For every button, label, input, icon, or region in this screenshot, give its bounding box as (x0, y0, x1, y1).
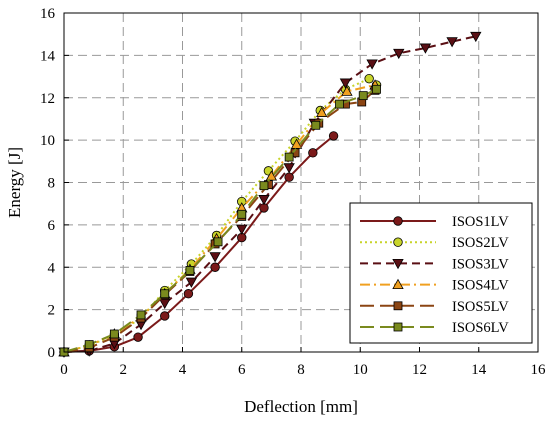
x-axis-title: Deflection [mm] (244, 397, 358, 416)
legend-marker (393, 237, 403, 247)
data-point (364, 73, 374, 84)
data-point (393, 48, 405, 60)
x-tick-label: 10 (353, 362, 368, 378)
y-tick-label: 0 (48, 345, 56, 361)
data-point (470, 31, 482, 43)
legend-label: ISOS5LV (452, 299, 509, 315)
data-point (183, 289, 194, 299)
legend-label: ISOS1LV (452, 214, 509, 230)
data-point (109, 329, 119, 339)
x-tick-label: 0 (60, 362, 68, 378)
legend-box (349, 202, 533, 344)
legend-label: ISOS6LV (452, 320, 509, 336)
data-point (283, 163, 295, 174)
data-point (284, 152, 294, 162)
data-point (290, 138, 303, 149)
y-tick-label: 14 (40, 48, 56, 64)
data-point (419, 43, 432, 54)
legend-marker (393, 301, 403, 311)
legend-label: ISOS4LV (452, 278, 509, 294)
x-tick-label: 12 (412, 362, 427, 378)
y-tick-label: 4 (48, 260, 56, 276)
data-point (358, 91, 368, 101)
legend-marker (392, 278, 404, 290)
data-point (311, 120, 321, 130)
data-point (258, 195, 270, 206)
y-tick-label: 10 (40, 133, 55, 149)
data-point (185, 266, 195, 275)
series-layer (58, 31, 482, 358)
data-point (213, 237, 223, 247)
data-point (366, 59, 378, 70)
legend-marker (393, 322, 403, 332)
x-tick-label: 16 (531, 362, 547, 378)
data-point (339, 78, 352, 89)
axes: 0 2 4 6 8 10 12 14 16 0 2 4 6 8 10 12 14 16 (40, 6, 546, 378)
data-point (160, 289, 170, 299)
y-tick-label: 8 (48, 176, 56, 192)
legend-marker (392, 258, 404, 270)
y-tick-label: 6 (48, 218, 56, 234)
data-point (236, 224, 248, 235)
legend-marker (393, 216, 403, 226)
y-tick-label: 12 (40, 91, 55, 107)
x-tick-label: 4 (179, 362, 187, 378)
data-point (446, 37, 458, 48)
x-tick-label: 6 (238, 362, 246, 378)
data-point (185, 277, 198, 288)
y-axis-title: Energy [J] (5, 147, 24, 218)
legend-label: ISOS2LV (452, 235, 509, 251)
legend-label: ISOS3LV (452, 256, 509, 272)
data-point (237, 209, 247, 219)
data-point (210, 262, 220, 272)
data-point (372, 84, 381, 94)
data-point (160, 311, 170, 321)
data-point (335, 99, 344, 109)
y-tick-label: 2 (48, 303, 56, 319)
x-tick-label: 2 (120, 362, 128, 378)
y-tick-label: 16 (40, 6, 56, 22)
x-tick-label: 14 (471, 362, 487, 378)
data-point (284, 172, 294, 182)
data-point (209, 252, 221, 263)
data-point (133, 332, 143, 342)
data-point (316, 106, 328, 117)
x-tick-label: 8 (297, 362, 305, 378)
data-point (265, 170, 278, 181)
data-point (136, 310, 146, 320)
data-point (259, 181, 269, 191)
data-point (159, 298, 171, 310)
data-point (84, 340, 94, 349)
data-point (341, 85, 353, 96)
series-ISOS6LV (59, 84, 381, 357)
series-line (63, 77, 378, 353)
legend: ISOS1LV ISOS2LV ISOS3LV ISOS4LV ISOS5LV ISOS6… (349, 202, 533, 344)
data-point (308, 148, 318, 158)
data-point (328, 131, 339, 141)
